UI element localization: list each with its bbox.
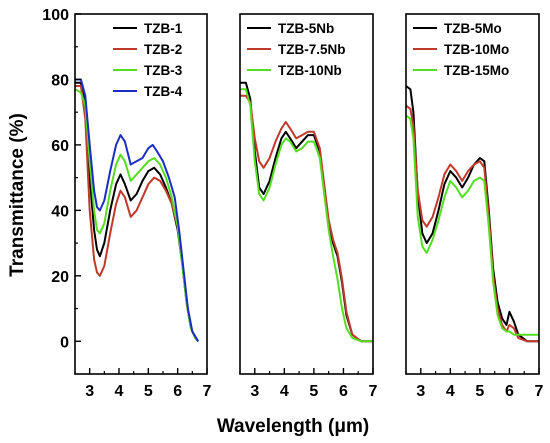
x-axis-title: Wavelength (μm) (217, 416, 369, 437)
panel-middle: 3 4 5 6 7 TZB-5Nb TZB-7.5Nb TZB-10Nb (239, 13, 378, 400)
x-tick-label: 3 (416, 383, 425, 400)
legend-label-TZB-7.5Nb: TZB-7.5Nb (278, 42, 346, 57)
plot-frame (405, 13, 540, 375)
x-tick-label: 6 (505, 383, 514, 400)
x-tick-label: 7 (535, 383, 544, 400)
series-line-TZB-5Nb (240, 81, 373, 343)
legend-label-TZB-10Mo: TZB-10Mo (444, 42, 509, 57)
y-tick-label: 20 (51, 269, 69, 286)
legend-label-TZB-5Mo: TZB-5Mo (444, 21, 502, 36)
y-tick-label: 100 (42, 7, 69, 24)
panel-right: 3 4 5 6 7 TZB-5Mo TZB-10Mo TZB-15Mo (405, 13, 544, 400)
x-tick-label: 3 (250, 383, 259, 400)
legend-label-TZB-2: TZB-2 (144, 42, 182, 57)
legend-label-TZB-10Nb: TZB-10Nb (278, 63, 342, 78)
legend-label-TZB-15Mo: TZB-15Mo (444, 63, 509, 78)
x-tick-label: 7 (369, 383, 378, 400)
series-line-TZB-15Mo (405, 114, 539, 336)
x-tick-label: 6 (173, 383, 182, 400)
y-tick-label: 60 (51, 138, 69, 155)
series-line-TZB-10Mo (405, 104, 539, 343)
x-tick-label: 3 (85, 383, 94, 400)
series-line-TZB-7.5Nb (240, 94, 373, 343)
x-tick-label: 4 (446, 383, 455, 400)
x-tick-label: 5 (309, 383, 318, 400)
legend-label-TZB-5Nb: TZB-5Nb (278, 21, 334, 36)
chart-panels: 3 4 5 6 7 0 20 40 60 80 100 TZB-1 TZB-2 TZB-3 TZB-4 3 4 5… (42, 7, 543, 400)
y-axis-title: Transmittance (%) (7, 113, 28, 277)
panel-left: 3 4 5 6 7 0 20 40 60 80 100 TZB-1 TZB-2 TZB-3 TZB-4 (42, 7, 211, 400)
y-tick-label: 0 (60, 334, 69, 351)
x-tick-label: 5 (144, 383, 153, 400)
plot-frame (74, 13, 208, 375)
x-tick-label: 4 (280, 383, 289, 400)
legend-label-TZB-1: TZB-1 (144, 21, 183, 36)
legend-label-TZB-4: TZB-4 (144, 84, 183, 99)
x-tick-label: 7 (203, 383, 212, 400)
series-line-TZB-10Nb (240, 88, 373, 343)
legend-label-TZB-3: TZB-3 (144, 63, 183, 78)
x-tick-label: 6 (339, 383, 348, 400)
plot-frame (239, 13, 374, 375)
x-tick-label: 4 (115, 383, 124, 400)
series-line-TZB-4 (75, 78, 200, 342)
series-line-TZB-5Mo (405, 85, 539, 343)
x-tick-label: 5 (475, 383, 484, 400)
y-tick-label: 80 (51, 72, 69, 89)
y-tick-label: 40 (51, 203, 69, 220)
